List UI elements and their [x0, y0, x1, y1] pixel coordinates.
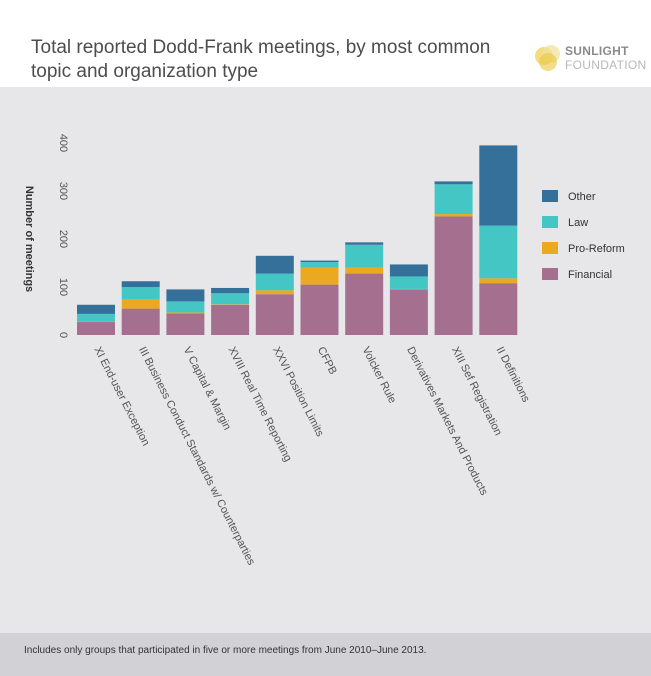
footer: Includes only groups that participated i…: [0, 633, 651, 676]
bar-segment-other: [77, 304, 115, 314]
bar-segment-financial: [255, 294, 294, 335]
logo-text-sunlight: SUNLIGHT: [565, 44, 629, 58]
bar-segment-financial: [434, 216, 473, 335]
bar-segment-financial: [389, 289, 428, 335]
bar-segment-financial: [77, 322, 115, 335]
x-category-label: XXVI Position Limits: [270, 345, 326, 439]
logo-text-foundation: FOUNDATION: [565, 58, 647, 72]
x-category-label: Volcker Rule: [360, 345, 399, 405]
bar-segment-law: [255, 273, 294, 291]
bar-segment-other: [255, 255, 294, 274]
bar-segment-law: [479, 225, 518, 279]
bar-segment-financial: [300, 284, 339, 335]
bar-segment-financial: [479, 283, 518, 335]
x-category-label: V Capital & Margin: [181, 345, 233, 432]
bar-segment-pro-reform: [345, 267, 384, 274]
chart-title: Total reported Dodd-Frank meetings, by m…: [31, 37, 491, 82]
legend-label: Pro-Reform: [568, 243, 625, 255]
bar-segment-pro-reform: [479, 278, 518, 284]
x-category-label: CFPB: [315, 345, 339, 377]
bar-segment-other: [389, 264, 428, 277]
bar-segment-other: [345, 242, 384, 245]
bar-segment-other: [434, 181, 473, 185]
bar-segment-law: [166, 301, 205, 313]
y-tick-label: 0: [57, 332, 69, 338]
legend-swatch: [542, 242, 558, 254]
sunlight-logo-icon: [535, 45, 560, 71]
bar-segment-pro-reform: [121, 299, 160, 309]
x-category-label: Derivatives Markets And Products: [404, 345, 490, 498]
y-tick-label: 400: [57, 134, 69, 152]
x-category-label: II Definitions: [494, 345, 532, 405]
y-axis-label: Number of meetings: [23, 186, 35, 292]
legend-swatch: [542, 190, 558, 202]
chart-area: 0 100 200 300 400 Number of meetings XI End-us…: [0, 87, 651, 633]
legend-swatch: [542, 268, 558, 280]
bar-segment-law: [300, 262, 339, 268]
bar-segment-financial: [345, 273, 384, 335]
bar-segment-financial: [211, 304, 250, 335]
legend-label: Financial: [568, 269, 612, 281]
bar-segment-pro-reform: [166, 312, 205, 314]
bar-segment-pro-reform: [300, 267, 339, 285]
bar-segment-law: [389, 276, 428, 289]
bar-segment-law: [345, 244, 384, 268]
bar-segment-pro-reform: [434, 214, 473, 217]
x-category-label: XIII Sef Registration: [449, 345, 504, 438]
legend-label: Law: [568, 217, 588, 229]
bar-segment-pro-reform: [255, 290, 294, 295]
bar-segment-law: [121, 287, 160, 299]
bar-segment-financial: [121, 308, 160, 335]
bar-segment-other: [166, 289, 205, 302]
header: Total reported Dodd-Frank meetings, by m…: [0, 0, 651, 87]
y-tick-label: 100: [57, 278, 69, 296]
bar-segment-law: [434, 184, 473, 215]
legend-swatch: [542, 216, 558, 228]
bar-segment-other: [300, 260, 339, 263]
footer-note: Includes only groups that participated i…: [24, 645, 427, 656]
sunlight-logo: SUNLIGHT FOUNDATION: [533, 42, 647, 76]
bar-segment-other: [479, 145, 518, 226]
bar-segment-financial: [166, 313, 205, 335]
bar-segment-law: [77, 313, 115, 322]
bar-segment-law: [211, 293, 250, 305]
bar-segment-other: [211, 287, 250, 294]
legend-label: Other: [568, 191, 596, 203]
bar-segment-other: [121, 281, 160, 287]
y-tick-label: 200: [57, 230, 69, 248]
y-tick-label: 300: [57, 182, 69, 200]
